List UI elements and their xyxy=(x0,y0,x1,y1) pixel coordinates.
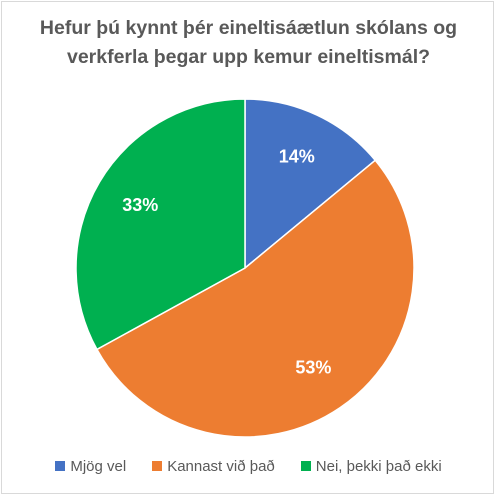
legend-item-kannast-vid-thad: Kannast við það xyxy=(152,458,275,475)
pie-slice-kannast-vid-thad xyxy=(95,159,415,438)
pie-slice-mjog-vel xyxy=(244,98,377,270)
chart-title: Hefur þú kynnt þér eineltisáætlun skólan… xyxy=(0,14,497,72)
legend-swatch-kannast-vid-thad xyxy=(152,461,163,471)
legend-item-mjog-vel: Mjög vel xyxy=(55,458,126,475)
chart-title-line-2: verkferla þegar upp kemur eineltismál? xyxy=(66,46,431,68)
legend-item-nei-thekki-thad-ekki: Nei, þekki það ekki xyxy=(300,457,442,475)
legend-label-nei-thekki-thad-ekki: Nei, þekki það ekki xyxy=(315,457,442,475)
data-label-mjog-vel: 14% xyxy=(279,147,315,167)
legend-swatch-mjog-vel xyxy=(55,461,66,471)
data-label-kannast-vid-thad: 53% xyxy=(295,357,331,377)
pie-slice-nei-thekki-thad-ekki xyxy=(75,98,246,351)
chart-title-line-1: Hefur þú kynnt þér eineltisáætlun skólan… xyxy=(39,17,458,39)
data-label-nei-thekki-thad-ekki: 33% xyxy=(122,195,158,215)
legend-label-kannast-vid-thad: Kannast við það xyxy=(167,457,275,475)
legend-swatch-nei-thekki-thad-ekki xyxy=(300,461,311,471)
legend-label-mjog-vel: Mjög vel xyxy=(70,457,127,475)
legend: Mjög vel Kannast við það Nei, þekki það … xyxy=(0,456,497,476)
